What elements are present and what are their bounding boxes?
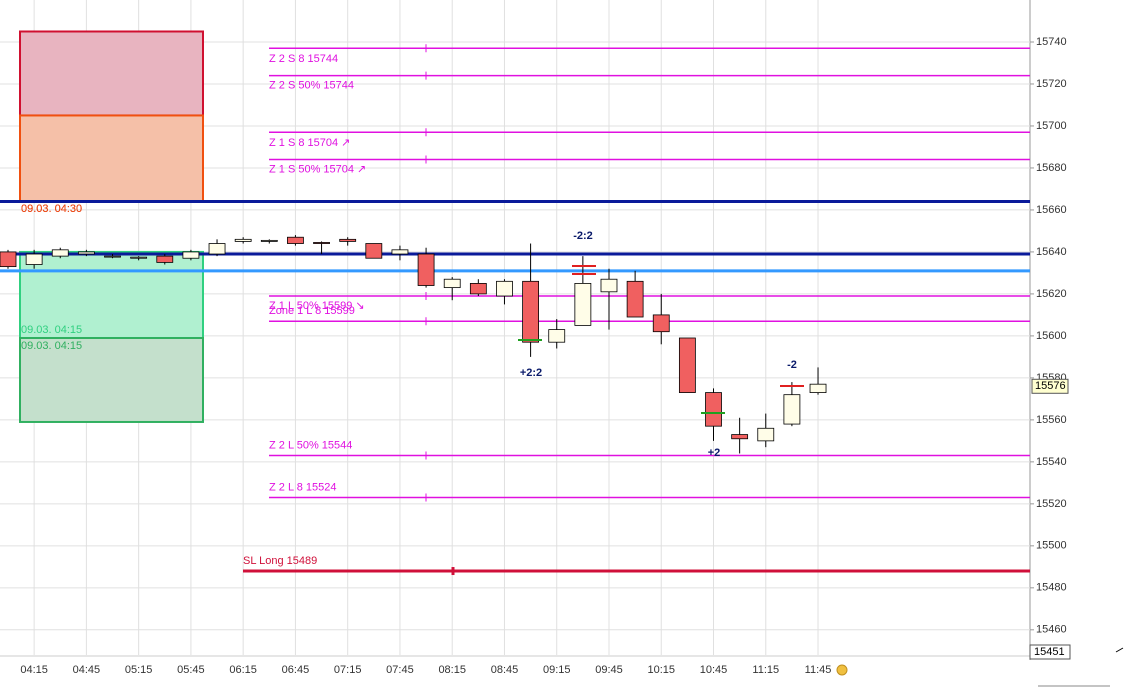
x-tick-label: 07:15: [334, 664, 362, 676]
x-tick-label: 11:15: [752, 664, 779, 676]
last-price-label: 15576: [1035, 380, 1066, 392]
candle-body: [260, 239, 278, 242]
x-tick-label: 05:45: [177, 664, 205, 676]
candle-body: [313, 242, 330, 244]
y-tick-label: 15640: [1036, 246, 1067, 258]
y-tick-label: 15740: [1036, 36, 1067, 48]
status-icon: [836, 664, 848, 676]
y-tick-label: 15660: [1036, 204, 1067, 216]
arrow-marker: [1115, 647, 1124, 653]
zone-label: 09.03. 04:15: [21, 324, 82, 336]
candle-body: [443, 278, 461, 289]
candle-body: [600, 278, 618, 293]
x-tick-label: 06:45: [282, 664, 310, 676]
candle-body: [391, 249, 409, 255]
zone-label: 09.03. 04:15: [21, 340, 82, 352]
candle-body: [809, 383, 827, 393]
candle-body: [208, 243, 226, 255]
level-label: SL Long 15489: [243, 555, 317, 567]
y-tick-label: 15620: [1036, 288, 1067, 300]
x-tick-label: 11:45: [805, 664, 832, 676]
y-tick-label: 15560: [1036, 414, 1067, 426]
candle-body: [130, 256, 148, 259]
candle-body: [574, 283, 592, 326]
x-tick-label: 07:45: [386, 664, 414, 676]
level-label: Z 1 L 50% 15599 ↘: [269, 300, 365, 312]
candle-body: [757, 427, 775, 442]
y-tick-label: 15460: [1036, 624, 1067, 636]
x-tick-label: 06:15: [229, 664, 257, 676]
candle-body: [417, 253, 435, 286]
x-tick-label: 09:45: [595, 664, 623, 676]
x-tick-label: 08:15: [438, 664, 466, 676]
candle-body: [365, 243, 383, 259]
candle-body: [0, 251, 17, 268]
candle-body: [287, 236, 304, 244]
candle-body: [626, 280, 644, 318]
level-label: Z 2 S 8 15744: [269, 53, 338, 65]
bottom-price-label: 15451: [1034, 646, 1065, 658]
trade-annotation: -2:2: [573, 230, 593, 242]
x-tick-label: 10:15: [647, 664, 675, 676]
level-label: Z 1 S 50% 15704 ↗: [269, 163, 366, 175]
x-tick-label: 09:15: [543, 664, 571, 676]
trade-annotation: -2: [787, 359, 797, 371]
zone-label: 09.03. 04:30: [21, 203, 82, 215]
candle-body: [731, 434, 749, 440]
trade-annotation: +2: [708, 447, 721, 459]
candle-body: [51, 249, 69, 257]
candle-body: [496, 280, 513, 297]
y-tick-label: 15480: [1036, 582, 1067, 594]
candle-body: [652, 314, 670, 333]
candle-body: [25, 253, 43, 265]
candle-body: [104, 255, 121, 258]
y-tick-label: 15500: [1036, 540, 1067, 552]
x-tick-label: 04:45: [73, 664, 101, 676]
candle-body: [339, 238, 357, 242]
zone: [19, 114, 204, 203]
y-tick-label: 15520: [1036, 498, 1067, 510]
level-label: Z 2 S 50% 15744: [269, 79, 354, 91]
x-tick-label: 08:45: [491, 664, 519, 676]
candle-body: [783, 394, 801, 425]
candle-body: [678, 337, 696, 393]
candle-body: [705, 392, 722, 427]
y-tick-label: 15540: [1036, 456, 1067, 468]
level-label: Z 1 S 8 15704 ↗: [269, 137, 350, 149]
last-price-box: [1031, 378, 1069, 394]
candle-body: [548, 329, 566, 343]
zone: [19, 30, 204, 117]
candle-body: [156, 255, 174, 263]
y-tick-label: 15680: [1036, 162, 1067, 174]
trade-annotation: +2:2: [520, 367, 542, 379]
x-tick-label: 10:45: [700, 664, 728, 676]
x-tick-label: 05:15: [125, 664, 153, 676]
bottom-price-box: [1029, 644, 1071, 660]
zone-label: 09.03. 04:30: [21, 203, 82, 215]
candle-body: [522, 280, 539, 343]
zone: [19, 336, 204, 423]
x-tick-label: 04:15: [20, 664, 48, 676]
zone: [19, 250, 204, 339]
level-label: Z 2 L 8 15524: [269, 481, 336, 493]
candle-body: [182, 251, 200, 259]
level-label: Z 2 L 50% 15544: [269, 439, 352, 451]
level-label: Zone 1 L 8 15599: [269, 305, 355, 317]
candle-body: [77, 251, 95, 255]
y-tick-label: 15600: [1036, 330, 1067, 342]
candle-body: [469, 283, 487, 295]
candle-body: [234, 238, 252, 242]
y-tick-label: 15720: [1036, 78, 1067, 90]
y-tick-label: 15700: [1036, 120, 1067, 132]
